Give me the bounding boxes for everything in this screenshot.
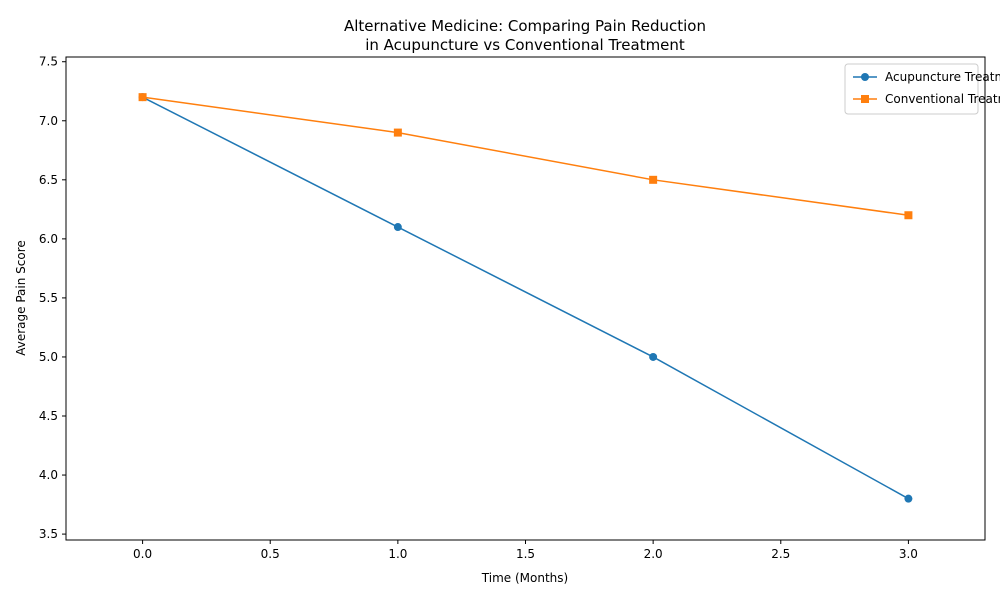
legend-acupuncture-label: Acupuncture Treatment — [885, 70, 1000, 84]
series-layer — [138, 93, 913, 503]
y-tick-label: 3.5 — [39, 527, 58, 541]
y-tick-label: 7.5 — [39, 55, 58, 69]
y-tick-label: 5.5 — [39, 291, 58, 305]
y-tick-label: 6.5 — [39, 173, 58, 187]
legend-acupuncture-marker — [861, 73, 869, 81]
conventional-point — [393, 128, 402, 137]
legend-conventional-marker — [861, 95, 869, 103]
acupuncture-series-line — [142, 96, 909, 500]
y-tick-label: 4.0 — [39, 468, 58, 482]
plot-frame — [65, 56, 986, 541]
acupuncture-point — [904, 494, 913, 503]
conventional-point — [649, 175, 658, 184]
x-tick-label: 3.0 — [899, 547, 918, 561]
x-axis-label: Time (Months) — [481, 571, 568, 585]
y-tick-label: 5.0 — [39, 350, 58, 364]
legend-box — [844, 63, 979, 115]
acupuncture-point — [649, 352, 658, 361]
plot-area: 0.0 0.5 1.0 1.5 2.0 2.5 3.0 3.5 4.0 4.5 5.0 5.5 6.0… — [39, 55, 986, 561]
x-tick-label: 0.0 — [133, 547, 152, 561]
y-tick-label: 7.0 — [39, 114, 58, 128]
x-tick-label: 0.5 — [261, 547, 280, 561]
x-tick-label: 2.5 — [771, 547, 790, 561]
legend-conventional-label: Conventional Treatment — [885, 92, 1000, 106]
x-axis: 0.0 0.5 1.0 1.5 2.0 2.5 3.0 — [133, 540, 918, 561]
y-axis-label: Average Pain Score — [14, 240, 28, 356]
conventional-point — [904, 211, 913, 220]
y-tick-label: 4.5 — [39, 409, 58, 423]
chart-title-line-2: in Acupuncture vs Conventional Treatment — [365, 36, 685, 54]
legend: Acupuncture Treatment Conventional Treat… — [844, 63, 1000, 115]
x-tick-label: 1.5 — [516, 547, 535, 561]
chart-title-line-1: Alternative Medicine: Comparing Pain Red… — [344, 17, 706, 35]
acupuncture-point — [393, 223, 402, 232]
x-tick-label: 1.0 — [388, 547, 407, 561]
conventional-point — [138, 93, 147, 102]
y-tick-label: 6.0 — [39, 232, 58, 246]
x-tick-label: 2.0 — [644, 547, 663, 561]
conventional-series-line — [142, 96, 909, 216]
y-axis: 3.5 4.0 4.5 5.0 5.5 6.0 6.5 7.0 7.5 — [39, 55, 66, 541]
